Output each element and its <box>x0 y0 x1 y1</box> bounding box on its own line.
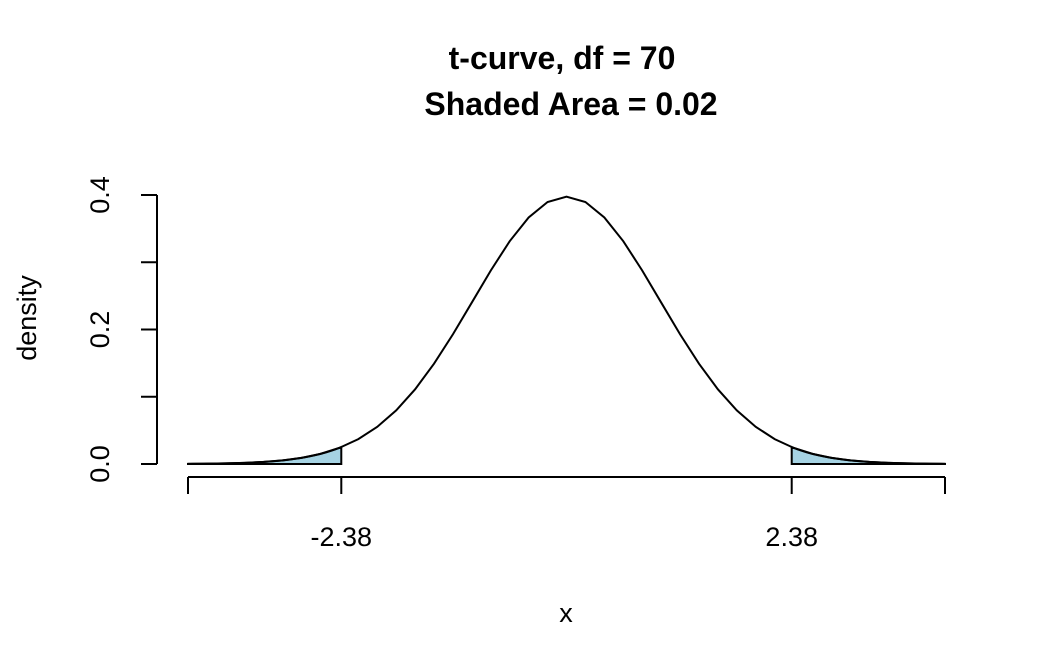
y-axis-label: density <box>12 275 42 361</box>
tail-regions <box>187 445 946 465</box>
x-tick-labels: -2.38 2.38 <box>311 522 818 552</box>
density-curve <box>187 195 946 465</box>
y-tick-labels: 0.0 0.2 0.4 <box>85 176 115 483</box>
x-ticks <box>187 477 946 494</box>
x-axis-label: x <box>559 598 573 628</box>
chart-title: t-curve, df = 70 <box>449 40 676 76</box>
chart-subtitle: Shaded Area = 0.02 <box>424 86 717 122</box>
x-tick-label: 2.38 <box>765 522 818 552</box>
y-ticks <box>141 194 157 465</box>
y-tick-label: 0.4 <box>85 176 115 214</box>
y-tick-label: 0.0 <box>85 445 115 483</box>
y-tick-label: 0.2 <box>85 311 115 349</box>
x-tick-label: -2.38 <box>311 522 373 552</box>
